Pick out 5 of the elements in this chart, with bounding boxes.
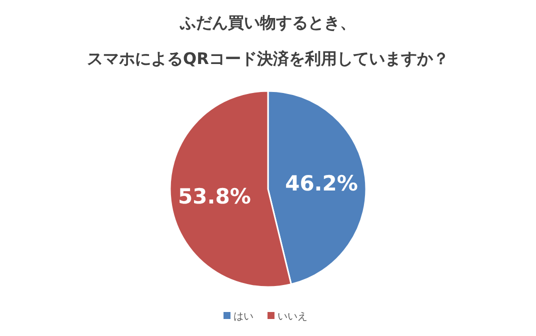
data-label: 53.8% — [178, 184, 251, 208]
data-label: 46.2% — [285, 172, 358, 196]
chart-title: ふだん買い物するとき、スマホによるQRコード決済を利用していますか？ — [87, 13, 449, 68]
legend-label: はい — [234, 312, 254, 322]
legend-label: いいえ — [278, 312, 308, 322]
